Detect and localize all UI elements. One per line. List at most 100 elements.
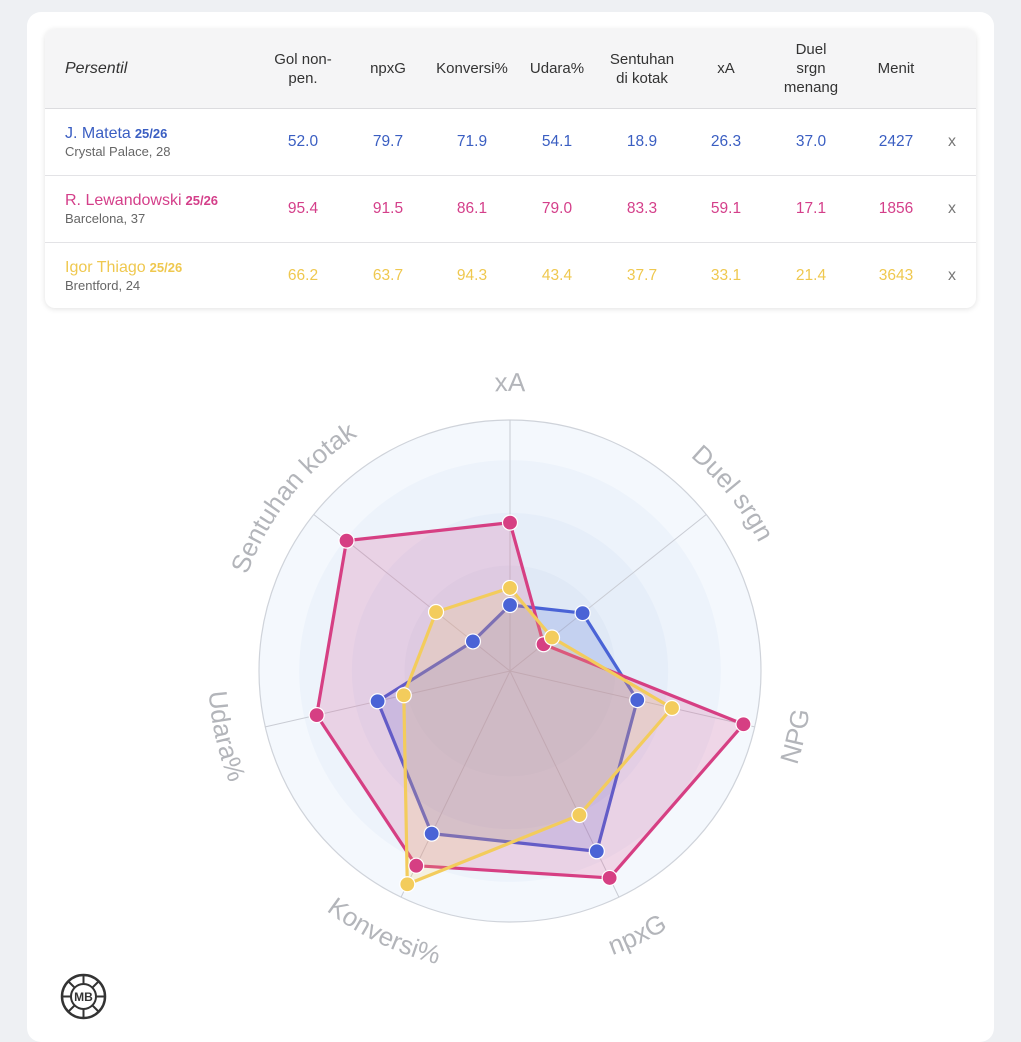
table-row: Igor Thiago 25/26 Brentford, 24 66.2 63.7 94.… [45, 243, 976, 308]
column-header-line: menang [783, 79, 839, 96]
table-cell: 86.1 [456, 200, 488, 217]
table-cell: 26.3 [710, 133, 742, 150]
radar-point [574, 604, 591, 622]
table-cell: 71.9 [456, 133, 488, 150]
table-cell: 33.1 [710, 267, 742, 284]
radar-series-area [315, 521, 746, 880]
remove-player-button[interactable]: x [948, 133, 956, 150]
player-name-text: J. Mateta [65, 125, 131, 142]
table-row: J. Mateta 25/26 Crystal Palace, 28 52.0 79.7… [45, 109, 976, 176]
column-header[interactable]: Menit [851, 29, 941, 108]
remove-player-button[interactable]: x [948, 200, 956, 217]
table-cell: 95.4 [287, 200, 319, 217]
axis-label: Udara% [203, 689, 252, 785]
table-cell: 79.0 [541, 200, 573, 217]
player-name-text: R. Lewandowski [65, 192, 182, 209]
radar-point [571, 806, 588, 824]
column-header-line: Gol non- [274, 50, 332, 68]
remove-player-button[interactable]: x [948, 267, 956, 284]
column-header-line: npxG [370, 60, 406, 77]
table-cell: 91.5 [372, 200, 404, 217]
axis-label: NPG [774, 707, 815, 768]
radar-point [601, 869, 618, 887]
mb-logo: MB [60, 973, 107, 1020]
table-cell: 37.7 [626, 267, 658, 284]
column-header[interactable]: Gol non-pen. [258, 29, 348, 108]
column-header[interactable]: Konversi% [427, 29, 517, 108]
radar-point [308, 707, 325, 724]
player-name-text: Igor Thiago [65, 259, 146, 276]
column-header[interactable]: xA [681, 29, 771, 108]
player-season: 25/26 [134, 126, 168, 141]
radar-point [408, 857, 425, 874]
radar-point [543, 629, 561, 646]
radar-point [423, 825, 440, 842]
radar-point [427, 603, 445, 621]
axis-label-text: xA [494, 367, 526, 397]
column-header-line: Menit [877, 60, 915, 77]
player-season: 25/26 [149, 260, 183, 275]
column-header-line: Konversi% [436, 60, 508, 77]
column-header-line: srgn [796, 60, 826, 77]
table-cell: 17.1 [795, 200, 827, 217]
radar-point [464, 633, 482, 650]
axis-label-text: npxG [604, 907, 672, 960]
player-club: Brentford, 24 [65, 278, 141, 293]
radar-point [629, 691, 646, 709]
player-name[interactable]: R. Lewandowski 25/26 [65, 192, 218, 210]
column-header[interactable]: npxG [343, 29, 433, 108]
radar-point [338, 532, 355, 549]
table-title: Persentil [65, 59, 128, 77]
radar-spoke [509, 670, 620, 898]
table-cell: 83.3 [626, 200, 658, 217]
table-cell: 43.4 [541, 267, 573, 284]
column-header[interactable]: Sentuhan di kotak [597, 29, 687, 108]
axis-label: xA [494, 367, 526, 397]
radar-point [501, 514, 519, 531]
table-cell: 79.7 [372, 133, 404, 150]
radar-series-area [402, 586, 674, 886]
table-cell: 59.1 [710, 200, 742, 217]
table-cell: 66.2 [287, 267, 319, 284]
table-row: R. Lewandowski 25/26 Barcelona, 37 95.4 91.5… [45, 176, 976, 243]
table-cell: 54.1 [541, 133, 573, 150]
axis-label: npxG [604, 907, 672, 960]
axis-label-text: Udara% [203, 689, 252, 785]
logo-text: MB [74, 990, 93, 1004]
player-club: Crystal Palace, 28 [65, 144, 171, 159]
table-cell: 37.0 [795, 133, 827, 150]
table-cell: 3643 [878, 267, 914, 284]
radar-point [501, 596, 519, 614]
player-name[interactable]: J. Mateta 25/26 [65, 125, 167, 143]
table-cell: 1856 [878, 200, 914, 217]
radar-point [395, 687, 412, 704]
table-header: Persentil Gol non-pen. npxG Konversi% Udara… [45, 29, 976, 109]
radar-point [735, 716, 752, 733]
column-header[interactable]: Udara% [512, 29, 602, 108]
radar-point [501, 579, 519, 597]
column-header-line: Sentuhan [609, 50, 675, 68]
radar-point [588, 843, 605, 860]
table-cell: 21.4 [795, 267, 827, 284]
column-header[interactable]: Duel srgn menang [766, 29, 856, 108]
column-header-line: di kotak [616, 69, 668, 87]
player-season: 25/26 [185, 193, 219, 208]
column-header-line: xA [717, 60, 735, 77]
table-cell: 63.7 [372, 267, 404, 284]
radar-point [663, 699, 681, 717]
radar-point [369, 693, 386, 710]
table-cell: 2427 [878, 133, 914, 150]
radar-point [399, 876, 416, 893]
column-header-line: pen. [288, 69, 318, 87]
percentile-table: Persentil Gol non-pen. npxG Konversi% Udara… [45, 29, 976, 308]
player-club: Barcelona, 37 [65, 211, 146, 226]
radar-spoke [265, 670, 511, 728]
table-cell: 18.9 [626, 133, 658, 150]
table-cell: 52.0 [287, 133, 319, 150]
axis-label-text: NPG [774, 707, 815, 768]
column-header-line: Udara% [529, 60, 585, 77]
table-cell: 94.3 [456, 267, 488, 284]
column-header-line: Duel [795, 41, 827, 58]
player-name[interactable]: Igor Thiago 25/26 [65, 259, 182, 277]
